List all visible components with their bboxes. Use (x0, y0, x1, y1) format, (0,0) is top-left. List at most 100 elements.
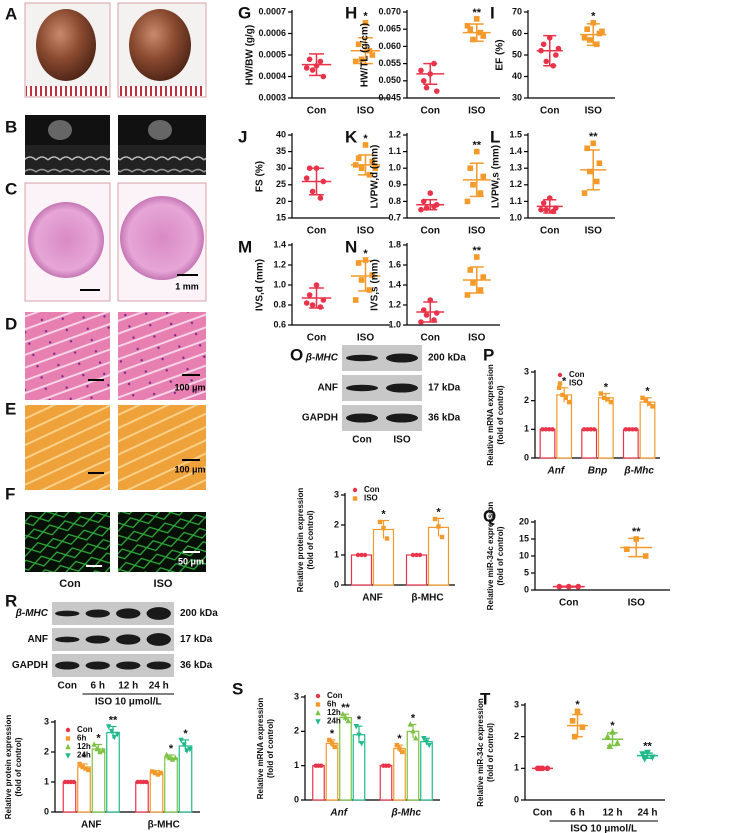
data-point (352, 162, 359, 168)
y-tick-label: 1.0 (388, 163, 401, 173)
significance: * (330, 728, 335, 740)
legend-label: Con (77, 725, 93, 734)
y-tick-label: 40 (276, 129, 286, 139)
x-tick-label: Anf (546, 466, 565, 477)
data-point (427, 297, 434, 303)
y-tick-label: 2 (334, 519, 339, 529)
significance: ** (643, 740, 652, 752)
panel-letter: G (238, 3, 251, 22)
he-histology: 100 μm (25, 312, 206, 400)
y-tick-label: 0.0006 (258, 28, 286, 38)
x-tick-label: Con (540, 106, 559, 117)
data-point (553, 52, 559, 58)
data-point (329, 741, 335, 746)
data-point (355, 552, 361, 558)
x-tick-label: Con (421, 226, 440, 237)
bar (420, 741, 433, 801)
legend-label: 6h (327, 700, 336, 709)
panel-letter: P (483, 345, 494, 364)
y-axis-label: Relative miR-34c expression (476, 698, 485, 807)
data-point (369, 272, 376, 278)
data-point (358, 165, 365, 171)
blot-size-label: 200 kDa (180, 608, 218, 619)
blot-strip (52, 602, 174, 625)
blot-band (85, 661, 110, 670)
bar (77, 766, 91, 813)
blot-band (386, 353, 418, 363)
data-point (80, 764, 85, 770)
blot-band (146, 633, 171, 646)
data-point (473, 254, 480, 260)
y-tick-label: 1.8 (388, 239, 401, 249)
data-point (420, 307, 427, 313)
significance: * (411, 712, 416, 724)
y-tick-label: 30 (512, 92, 522, 102)
y-tick-label: 1 (514, 763, 519, 773)
data-point (386, 763, 391, 768)
bar (339, 716, 352, 801)
legend-label: 12h (77, 742, 91, 751)
x-tick-label: ISO (628, 598, 645, 609)
data-point (317, 195, 324, 201)
data-point (423, 739, 430, 745)
data-point (540, 200, 547, 206)
data-point (362, 257, 369, 263)
data-point (581, 427, 587, 432)
data-point (593, 178, 600, 185)
sirius-histology: 100 μm (25, 405, 206, 490)
scale-label: 50 μm (178, 556, 204, 566)
data-point (557, 372, 563, 378)
y-tick-label: 0.8 (273, 299, 286, 309)
y-tick-label: 1.2 (388, 299, 401, 309)
data-point (599, 28, 605, 35)
y-tick-label: 25 (276, 179, 286, 189)
significance: * (183, 728, 188, 740)
data-point (362, 19, 369, 26)
data-point (417, 552, 423, 558)
data-point (560, 392, 565, 398)
x-tick-label: Con (307, 106, 326, 117)
panel-letter: K (345, 127, 358, 146)
group-caption: ISO (154, 578, 173, 590)
wga-images: 50 μm (25, 512, 206, 572)
data-point (178, 737, 184, 744)
x-tick-label: ISO (357, 333, 374, 344)
data-point (590, 19, 597, 26)
data-point (574, 708, 581, 715)
data-point (94, 745, 100, 752)
bar (539, 428, 556, 459)
data-point (381, 525, 386, 531)
data-point (467, 165, 474, 171)
data-point (187, 746, 193, 753)
data-point (432, 516, 438, 522)
data-point (643, 398, 649, 403)
data-point (372, 165, 379, 171)
data-point (352, 487, 358, 493)
data-point (581, 35, 588, 41)
data-point (480, 173, 487, 180)
y-tick-label: 0.055 (378, 58, 401, 68)
heart-photos (24, 2, 207, 98)
y-tick-label: 15 (276, 212, 286, 222)
blot-band (146, 607, 171, 620)
significance: * (363, 11, 368, 23)
data-point (566, 399, 572, 405)
data-point (543, 427, 549, 432)
scale-label: 100 μm (174, 382, 205, 392)
blot-lane-label: 6 h (91, 681, 105, 692)
data-point (65, 753, 71, 759)
data-point (77, 761, 82, 767)
significance: * (381, 508, 386, 520)
data-point (155, 772, 161, 777)
data-point (65, 743, 71, 750)
y-tick-label: 0 (44, 806, 49, 816)
data-point (315, 719, 321, 725)
data-point (420, 78, 427, 84)
y-tick-label: 0 (524, 452, 529, 462)
panel-letter: R (5, 591, 17, 610)
panel-letter: F (5, 484, 15, 503)
data-point (464, 292, 471, 298)
blot-band (146, 661, 171, 670)
significance: * (96, 732, 101, 744)
bar (393, 747, 406, 801)
